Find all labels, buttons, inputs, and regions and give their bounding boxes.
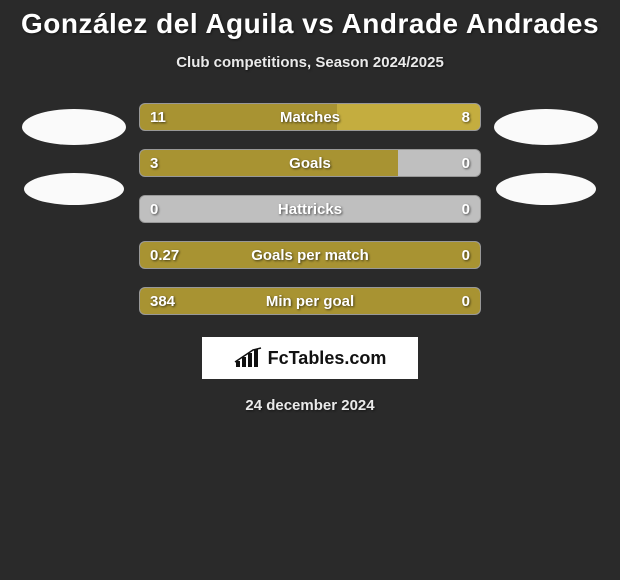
stat-value-right: 0 <box>462 150 470 177</box>
stat-value-left: 11 <box>150 104 166 131</box>
stat-row-goals-per-match: 0.270Goals per match <box>139 241 481 269</box>
stat-row-goals: 30Goals <box>139 149 481 177</box>
stat-value-right: 8 <box>462 104 470 131</box>
stat-bar-left <box>140 242 480 268</box>
stat-bar-right <box>310 196 480 222</box>
date-label: 24 december 2024 <box>0 397 620 414</box>
stat-row-min-per-goal: 3840Min per goal <box>139 287 481 315</box>
comparison-card: González del Aguila vs Andrade Andrades … <box>0 0 620 414</box>
stat-value-right: 0 <box>462 242 470 269</box>
left-avatar-0 <box>22 109 126 145</box>
stat-row-matches: 118Matches <box>139 103 481 131</box>
stat-bar-left <box>140 150 398 176</box>
left-avatar-1 <box>24 173 124 205</box>
stat-bar-left <box>140 196 310 222</box>
logo-text: FcTables.com <box>268 348 387 369</box>
footer-logo: FcTables.com <box>202 337 418 379</box>
left-avatar-column <box>9 103 139 233</box>
right-avatar-column <box>481 103 611 233</box>
stat-value-left: 384 <box>150 288 175 315</box>
subtitle: Club competitions, Season 2024/2025 <box>0 54 620 71</box>
stat-value-left: 3 <box>150 150 158 177</box>
stats-bars-column: 118Matches30Goals00Hattricks0.270Goals p… <box>139 103 481 315</box>
stat-bar-left <box>140 104 337 130</box>
stat-value-left: 0 <box>150 196 158 223</box>
page-title: González del Aguila vs Andrade Andrades <box>0 8 620 40</box>
bar-chart-icon <box>234 347 262 369</box>
stat-row-hattricks: 00Hattricks <box>139 195 481 223</box>
stats-area: 118Matches30Goals00Hattricks0.270Goals p… <box>0 103 620 315</box>
stat-value-right: 0 <box>462 196 470 223</box>
stat-value-right: 0 <box>462 288 470 315</box>
right-avatar-1 <box>496 173 596 205</box>
right-avatar-0 <box>494 109 598 145</box>
stat-value-left: 0.27 <box>150 242 179 269</box>
stat-bar-right <box>337 104 480 130</box>
stat-bar-left <box>140 288 480 314</box>
